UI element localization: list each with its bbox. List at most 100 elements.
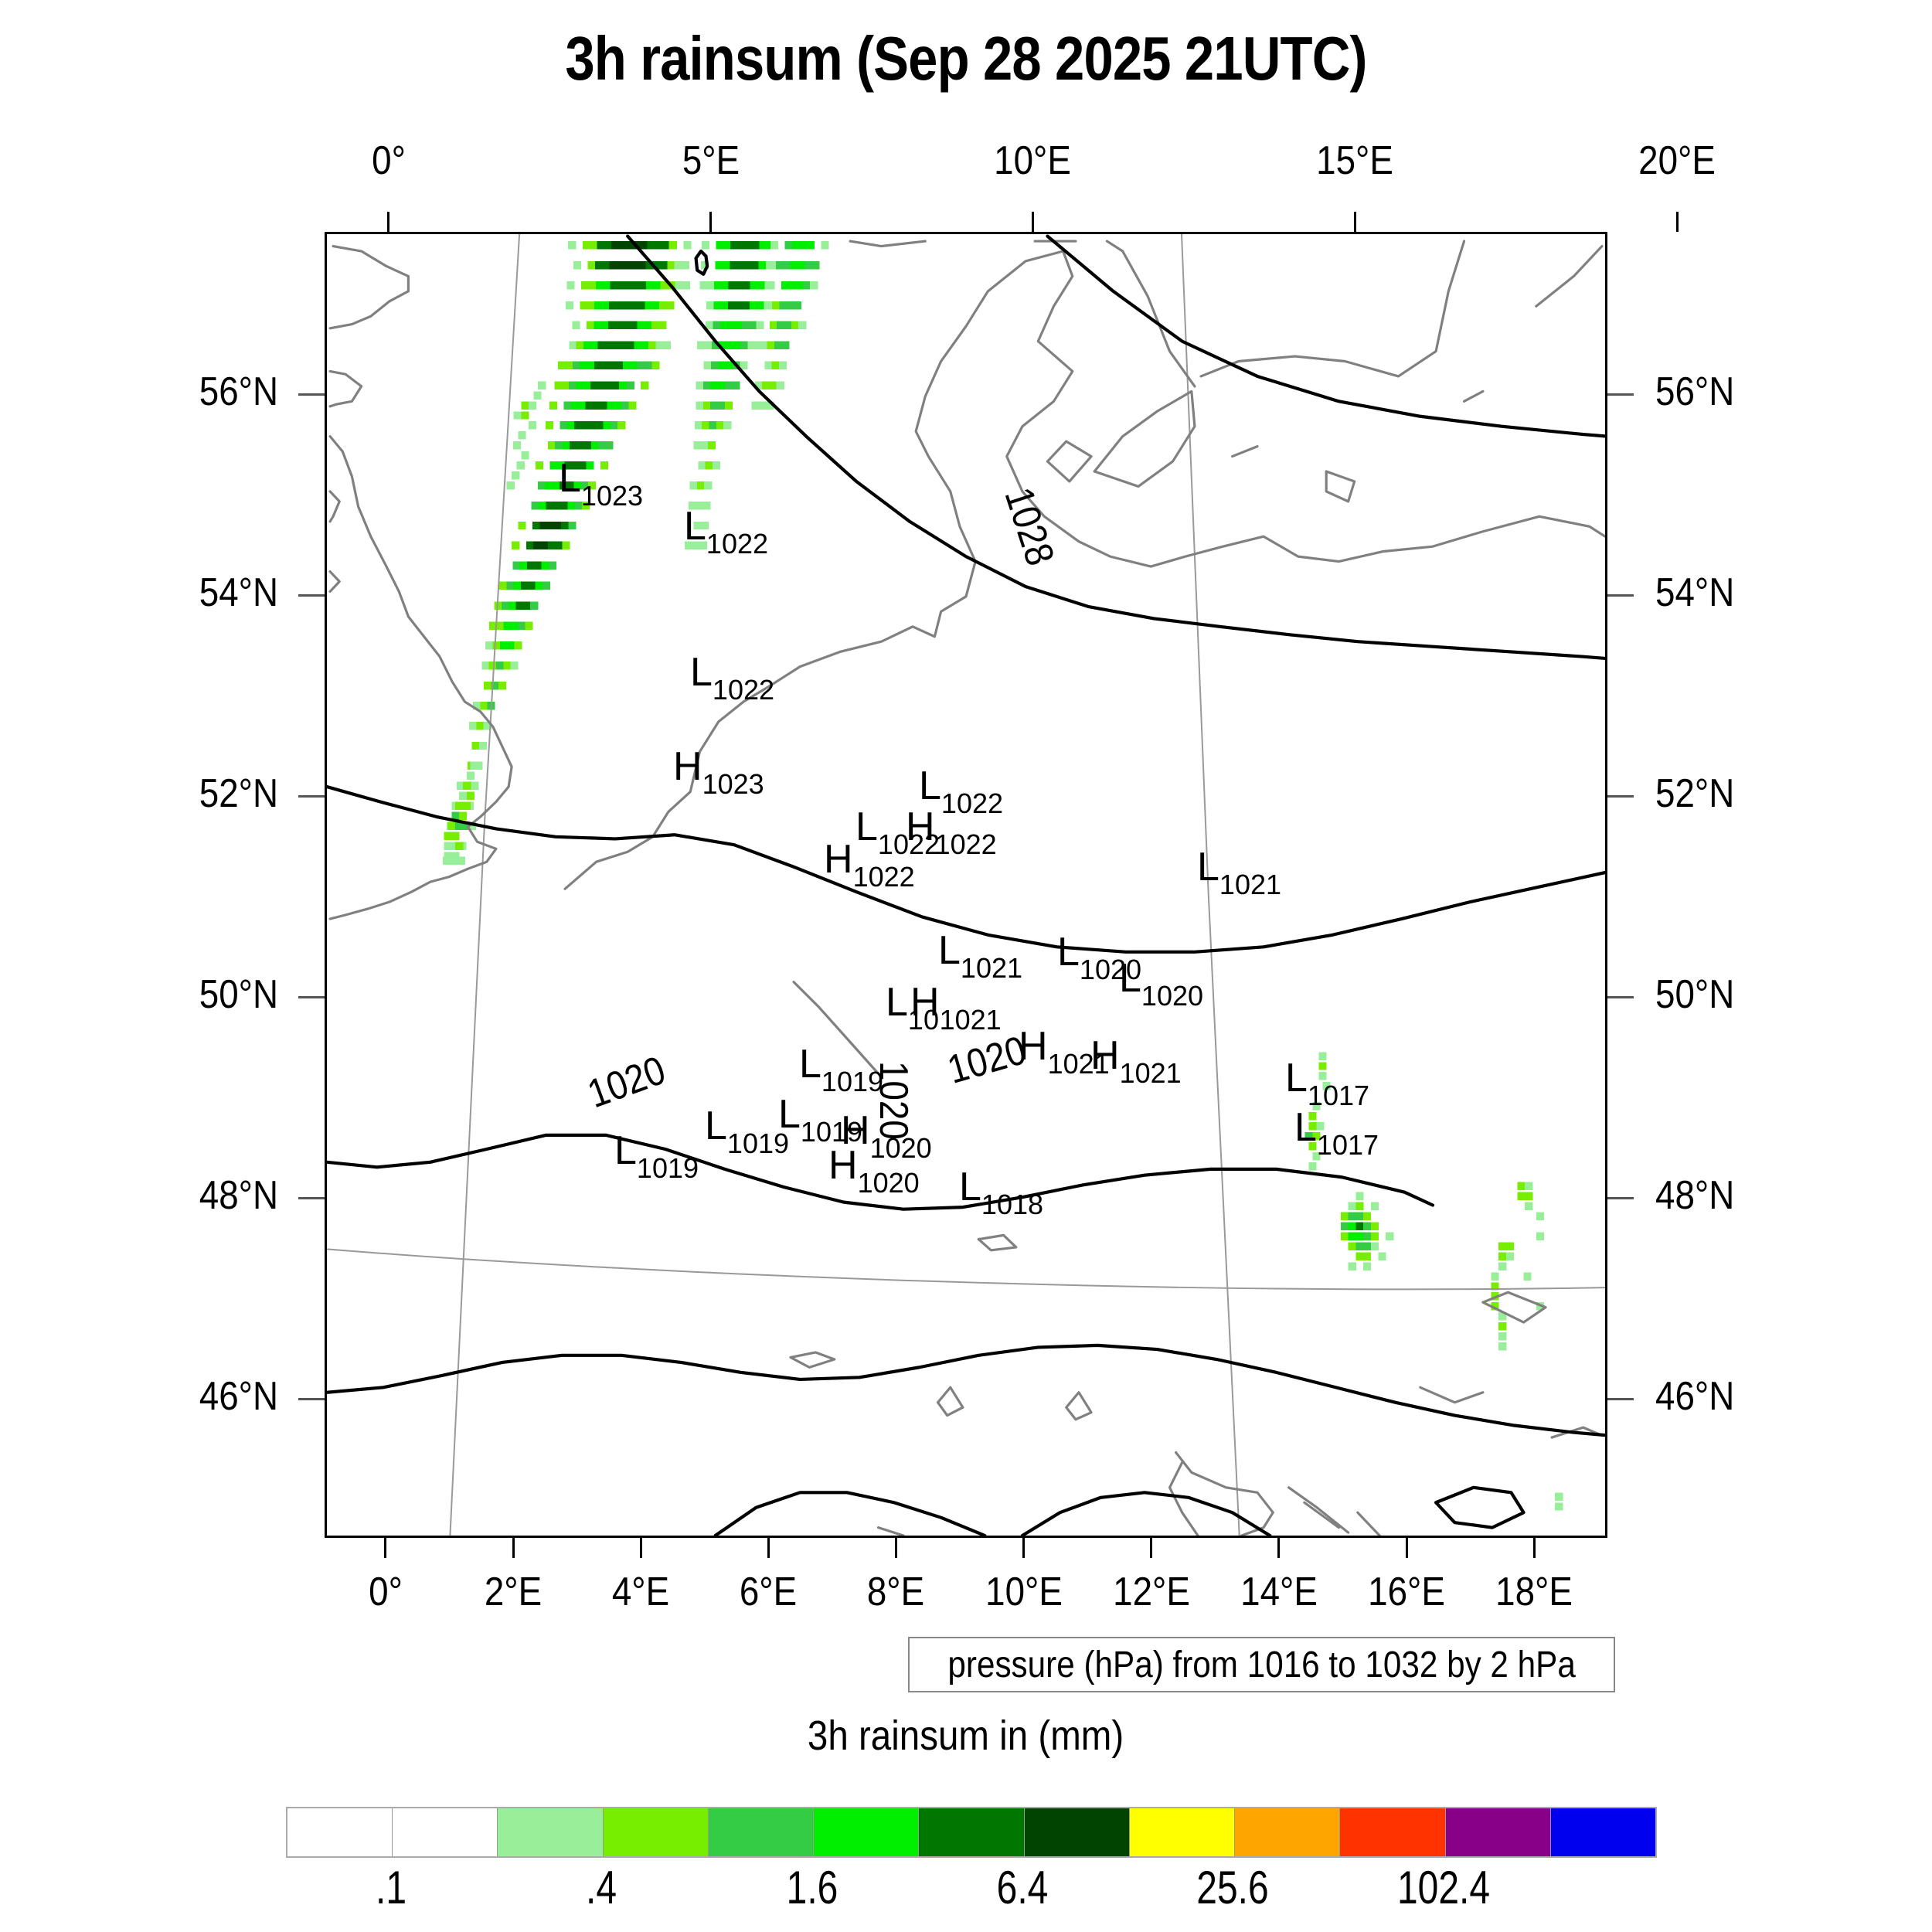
precip-cell: [1348, 1232, 1356, 1240]
precip-cell: [696, 381, 704, 389]
precip-cell: [614, 401, 622, 410]
precip-cell: [516, 461, 525, 470]
precip-cell: [641, 341, 649, 350]
precip-cell: [783, 260, 791, 270]
precip-cell: [558, 361, 566, 369]
colorbar-cell: [708, 1808, 815, 1856]
precip-cell: [503, 621, 512, 630]
precip-cell: [583, 381, 591, 389]
precip-cell: [646, 281, 655, 290]
precip-cell: [689, 481, 698, 490]
precip-cell: [528, 581, 536, 590]
right-axis-tick: [1607, 594, 1634, 597]
precip-cell: [605, 441, 614, 450]
colorbar-tick-label: .1: [376, 1862, 407, 1913]
precip-cell: [764, 361, 773, 369]
colorbar-cell: [1235, 1808, 1341, 1856]
right-axis-tick-label: 48°N: [1655, 1172, 1735, 1218]
precip-cell: [771, 361, 780, 369]
precip-cell: [583, 341, 592, 350]
precip-cell: [728, 281, 736, 290]
precip-cell: [1505, 1252, 1515, 1260]
precip-cell: [549, 401, 558, 410]
precip-cell: [594, 321, 602, 330]
precip-cell: [597, 381, 606, 389]
bottom-axis-tick-label: 16°E: [1368, 1570, 1445, 1614]
precipitation-raster: [442, 241, 1563, 1511]
precip-cell: [447, 842, 456, 850]
precip-cell: [574, 501, 583, 510]
precip-cell: [471, 741, 480, 750]
precip-cell: [788, 281, 797, 290]
precip-cell: [530, 601, 539, 610]
colorbar-cell: [498, 1808, 604, 1856]
precip-cell: [608, 301, 617, 310]
precip-cell: [545, 481, 553, 490]
precip-cell: [767, 281, 775, 290]
precip-cell: [1348, 1202, 1356, 1211]
precip-cell: [1308, 1141, 1317, 1151]
precip-cell: [1355, 1242, 1364, 1250]
precip-cell: [617, 281, 625, 290]
precip-cell: [1363, 1212, 1372, 1221]
colorbar-tick-label: 102.4: [1396, 1862, 1490, 1913]
precip-cell: [556, 461, 566, 470]
precip-cell: [618, 241, 627, 250]
precip-cell: [638, 260, 647, 270]
precip-cell: [1491, 1272, 1499, 1281]
precip-cell: [573, 481, 582, 490]
precip-cell: [537, 481, 546, 490]
precip-cell: [774, 341, 783, 350]
coastline-path: [849, 240, 927, 248]
precip-cell: [1491, 1302, 1499, 1311]
precip-cell: [519, 561, 528, 570]
precip-cell: [666, 301, 675, 310]
precip-cell: [582, 501, 590, 510]
colorbar-cell: [1445, 1808, 1551, 1856]
precip-cell: [717, 401, 726, 410]
precip-cell: [652, 260, 661, 270]
precip-cell: [549, 461, 558, 470]
graticule-lines: [327, 234, 1605, 1536]
precip-cell: [701, 260, 709, 270]
precip-cell: [715, 260, 723, 270]
precip-cell: [462, 781, 471, 791]
precip-cell: [512, 541, 520, 550]
precip-cell: [456, 781, 464, 791]
precip-cell: [727, 301, 736, 310]
precip-cell: [1498, 1342, 1507, 1351]
precip-cell: [541, 561, 549, 570]
precip-cell: [580, 301, 588, 310]
precip-cell: [741, 321, 750, 330]
precip-cell: [622, 321, 631, 330]
precip-cell: [492, 641, 501, 650]
precip-cell: [515, 601, 524, 610]
coastline-path: [1462, 389, 1485, 403]
precip-cell: [510, 662, 519, 670]
precip-cell: [810, 281, 818, 290]
precip-cell: [1322, 1082, 1331, 1090]
precip-cell: [756, 321, 764, 330]
precip-cell: [498, 581, 508, 590]
precip-cell: [651, 361, 660, 369]
precip-cell: [461, 821, 469, 830]
coastline-path: [1303, 1501, 1341, 1529]
precip-cell: [626, 381, 634, 389]
precip-cell: [481, 662, 490, 670]
bottom-axis-tick-label: 0°: [369, 1570, 403, 1614]
colorbar-tick-label: 6.4: [996, 1862, 1049, 1913]
right-axis-tick: [1607, 1398, 1634, 1401]
precip-cell: [553, 501, 561, 510]
coastline-path: [1481, 1291, 1547, 1324]
precip-cell: [645, 301, 653, 310]
precip-cell: [586, 461, 594, 470]
precip-cell: [562, 541, 570, 550]
precip-cell: [750, 281, 758, 290]
precip-cell: [580, 361, 588, 369]
precip-cell: [588, 281, 597, 290]
colorbar-title: 3h rainsum in (mm): [0, 1712, 1932, 1760]
isobar-contours: [327, 234, 1605, 1536]
precip-cell: [713, 301, 722, 310]
precip-cell: [795, 281, 804, 290]
precip-cell: [653, 281, 662, 290]
